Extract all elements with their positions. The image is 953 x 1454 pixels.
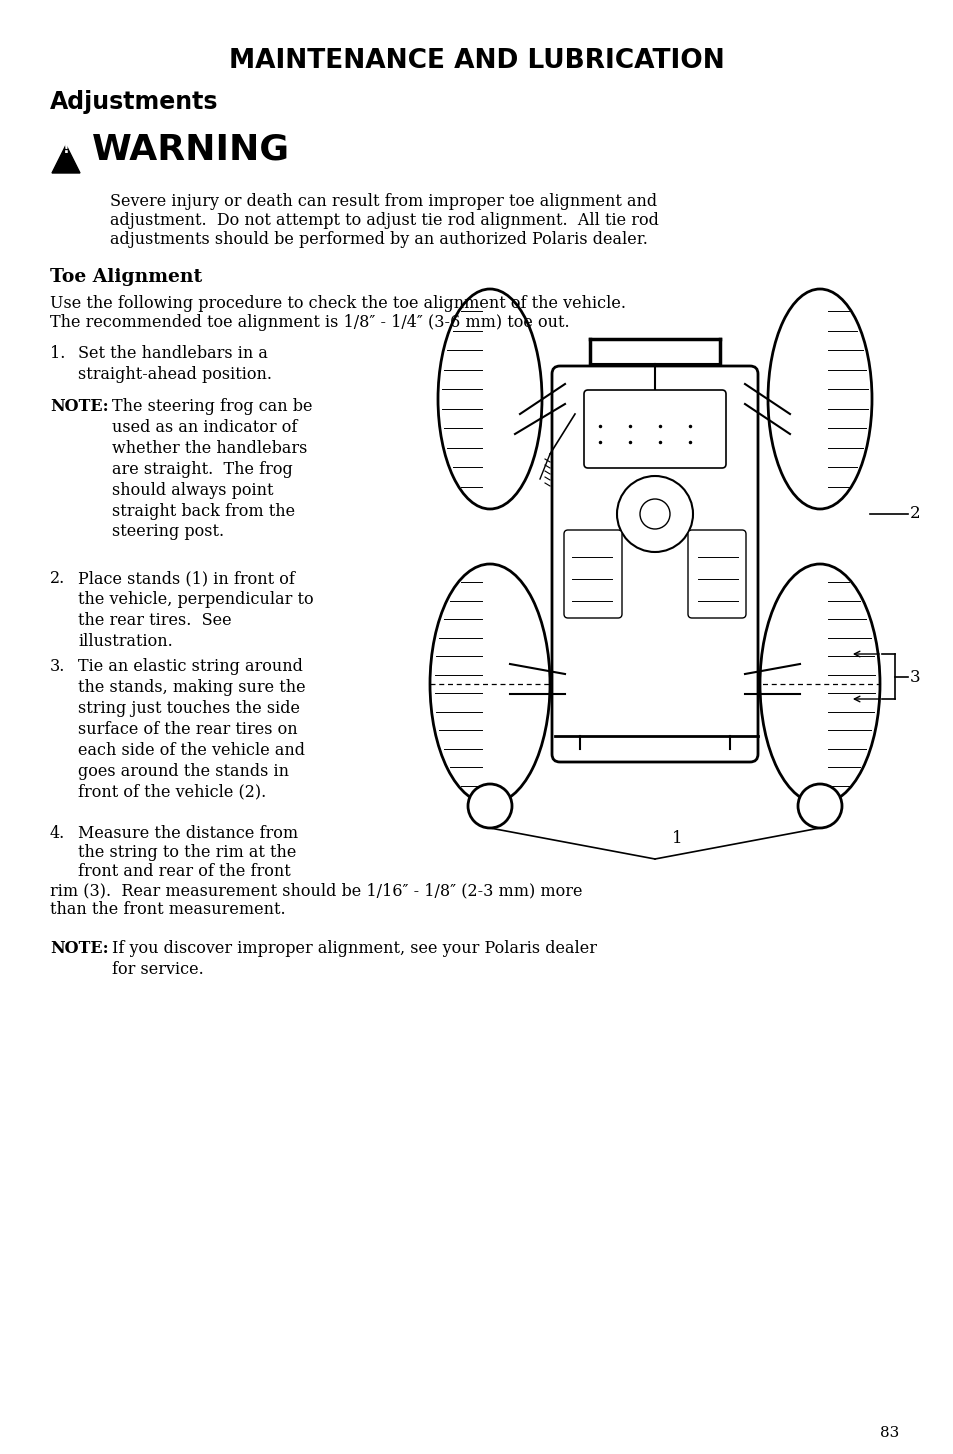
FancyBboxPatch shape — [687, 531, 745, 618]
Polygon shape — [52, 145, 80, 173]
Text: rim (3).  Rear measurement should be 1/16″ - 1/8″ (2-3 mm) more: rim (3). Rear measurement should be 1/16… — [50, 883, 582, 899]
Text: If you discover improper alignment, see your Polaris dealer
for service.: If you discover improper alignment, see … — [112, 939, 597, 979]
Circle shape — [797, 784, 841, 827]
Text: adjustments should be performed by an authorized Polaris dealer.: adjustments should be performed by an au… — [110, 231, 647, 249]
Text: Use the following procedure to check the toe alignment of the vehicle.: Use the following procedure to check the… — [50, 295, 625, 313]
Text: adjustment.  Do not attempt to adjust tie rod alignment.  All tie rod: adjustment. Do not attempt to adjust tie… — [110, 212, 659, 228]
FancyBboxPatch shape — [552, 366, 758, 762]
Circle shape — [468, 784, 512, 827]
Ellipse shape — [430, 564, 550, 804]
Text: than the front measurement.: than the front measurement. — [50, 901, 285, 917]
Text: Tie an elastic string around
the stands, making sure the
string just touches the: Tie an elastic string around the stands,… — [78, 659, 305, 800]
Text: Place stands (1) in front of
the vehicle, perpendicular to
the rear tires.  See
: Place stands (1) in front of the vehicle… — [78, 570, 314, 650]
Text: Severe injury or death can result from improper toe alignment and: Severe injury or death can result from i… — [110, 193, 657, 209]
Text: Adjustments: Adjustments — [50, 90, 218, 113]
Text: front and rear of the front: front and rear of the front — [78, 864, 291, 880]
Text: !: ! — [63, 141, 70, 156]
Text: Set the handlebars in a
straight-ahead position.: Set the handlebars in a straight-ahead p… — [78, 345, 272, 382]
Text: 2: 2 — [909, 506, 920, 522]
Ellipse shape — [437, 289, 541, 509]
Ellipse shape — [760, 564, 879, 804]
Text: 83: 83 — [879, 1426, 898, 1439]
Text: 1.: 1. — [50, 345, 66, 362]
Text: 1: 1 — [671, 830, 682, 848]
FancyBboxPatch shape — [563, 531, 621, 618]
Text: 4.: 4. — [50, 824, 65, 842]
Circle shape — [639, 499, 669, 529]
Text: NOTE:: NOTE: — [50, 398, 109, 414]
Text: 3: 3 — [909, 669, 920, 685]
Text: Toe Alignment: Toe Alignment — [50, 268, 202, 286]
Text: NOTE:: NOTE: — [50, 939, 109, 957]
Ellipse shape — [767, 289, 871, 509]
Text: The recommended toe alignment is 1/8″ - 1/4″ (3-6 mm) toe out.: The recommended toe alignment is 1/8″ - … — [50, 314, 569, 332]
Text: 3.: 3. — [50, 659, 66, 675]
Text: 2.: 2. — [50, 570, 65, 587]
FancyBboxPatch shape — [583, 390, 725, 468]
Text: WARNING: WARNING — [91, 132, 290, 167]
Circle shape — [617, 475, 692, 553]
Text: MAINTENANCE AND LUBRICATION: MAINTENANCE AND LUBRICATION — [229, 48, 724, 74]
Text: The steering frog can be
used as an indicator of
whether the handlebars
are stra: The steering frog can be used as an indi… — [112, 398, 313, 541]
Text: Measure the distance from: Measure the distance from — [78, 824, 297, 842]
Text: the string to the rim at the: the string to the rim at the — [78, 843, 296, 861]
